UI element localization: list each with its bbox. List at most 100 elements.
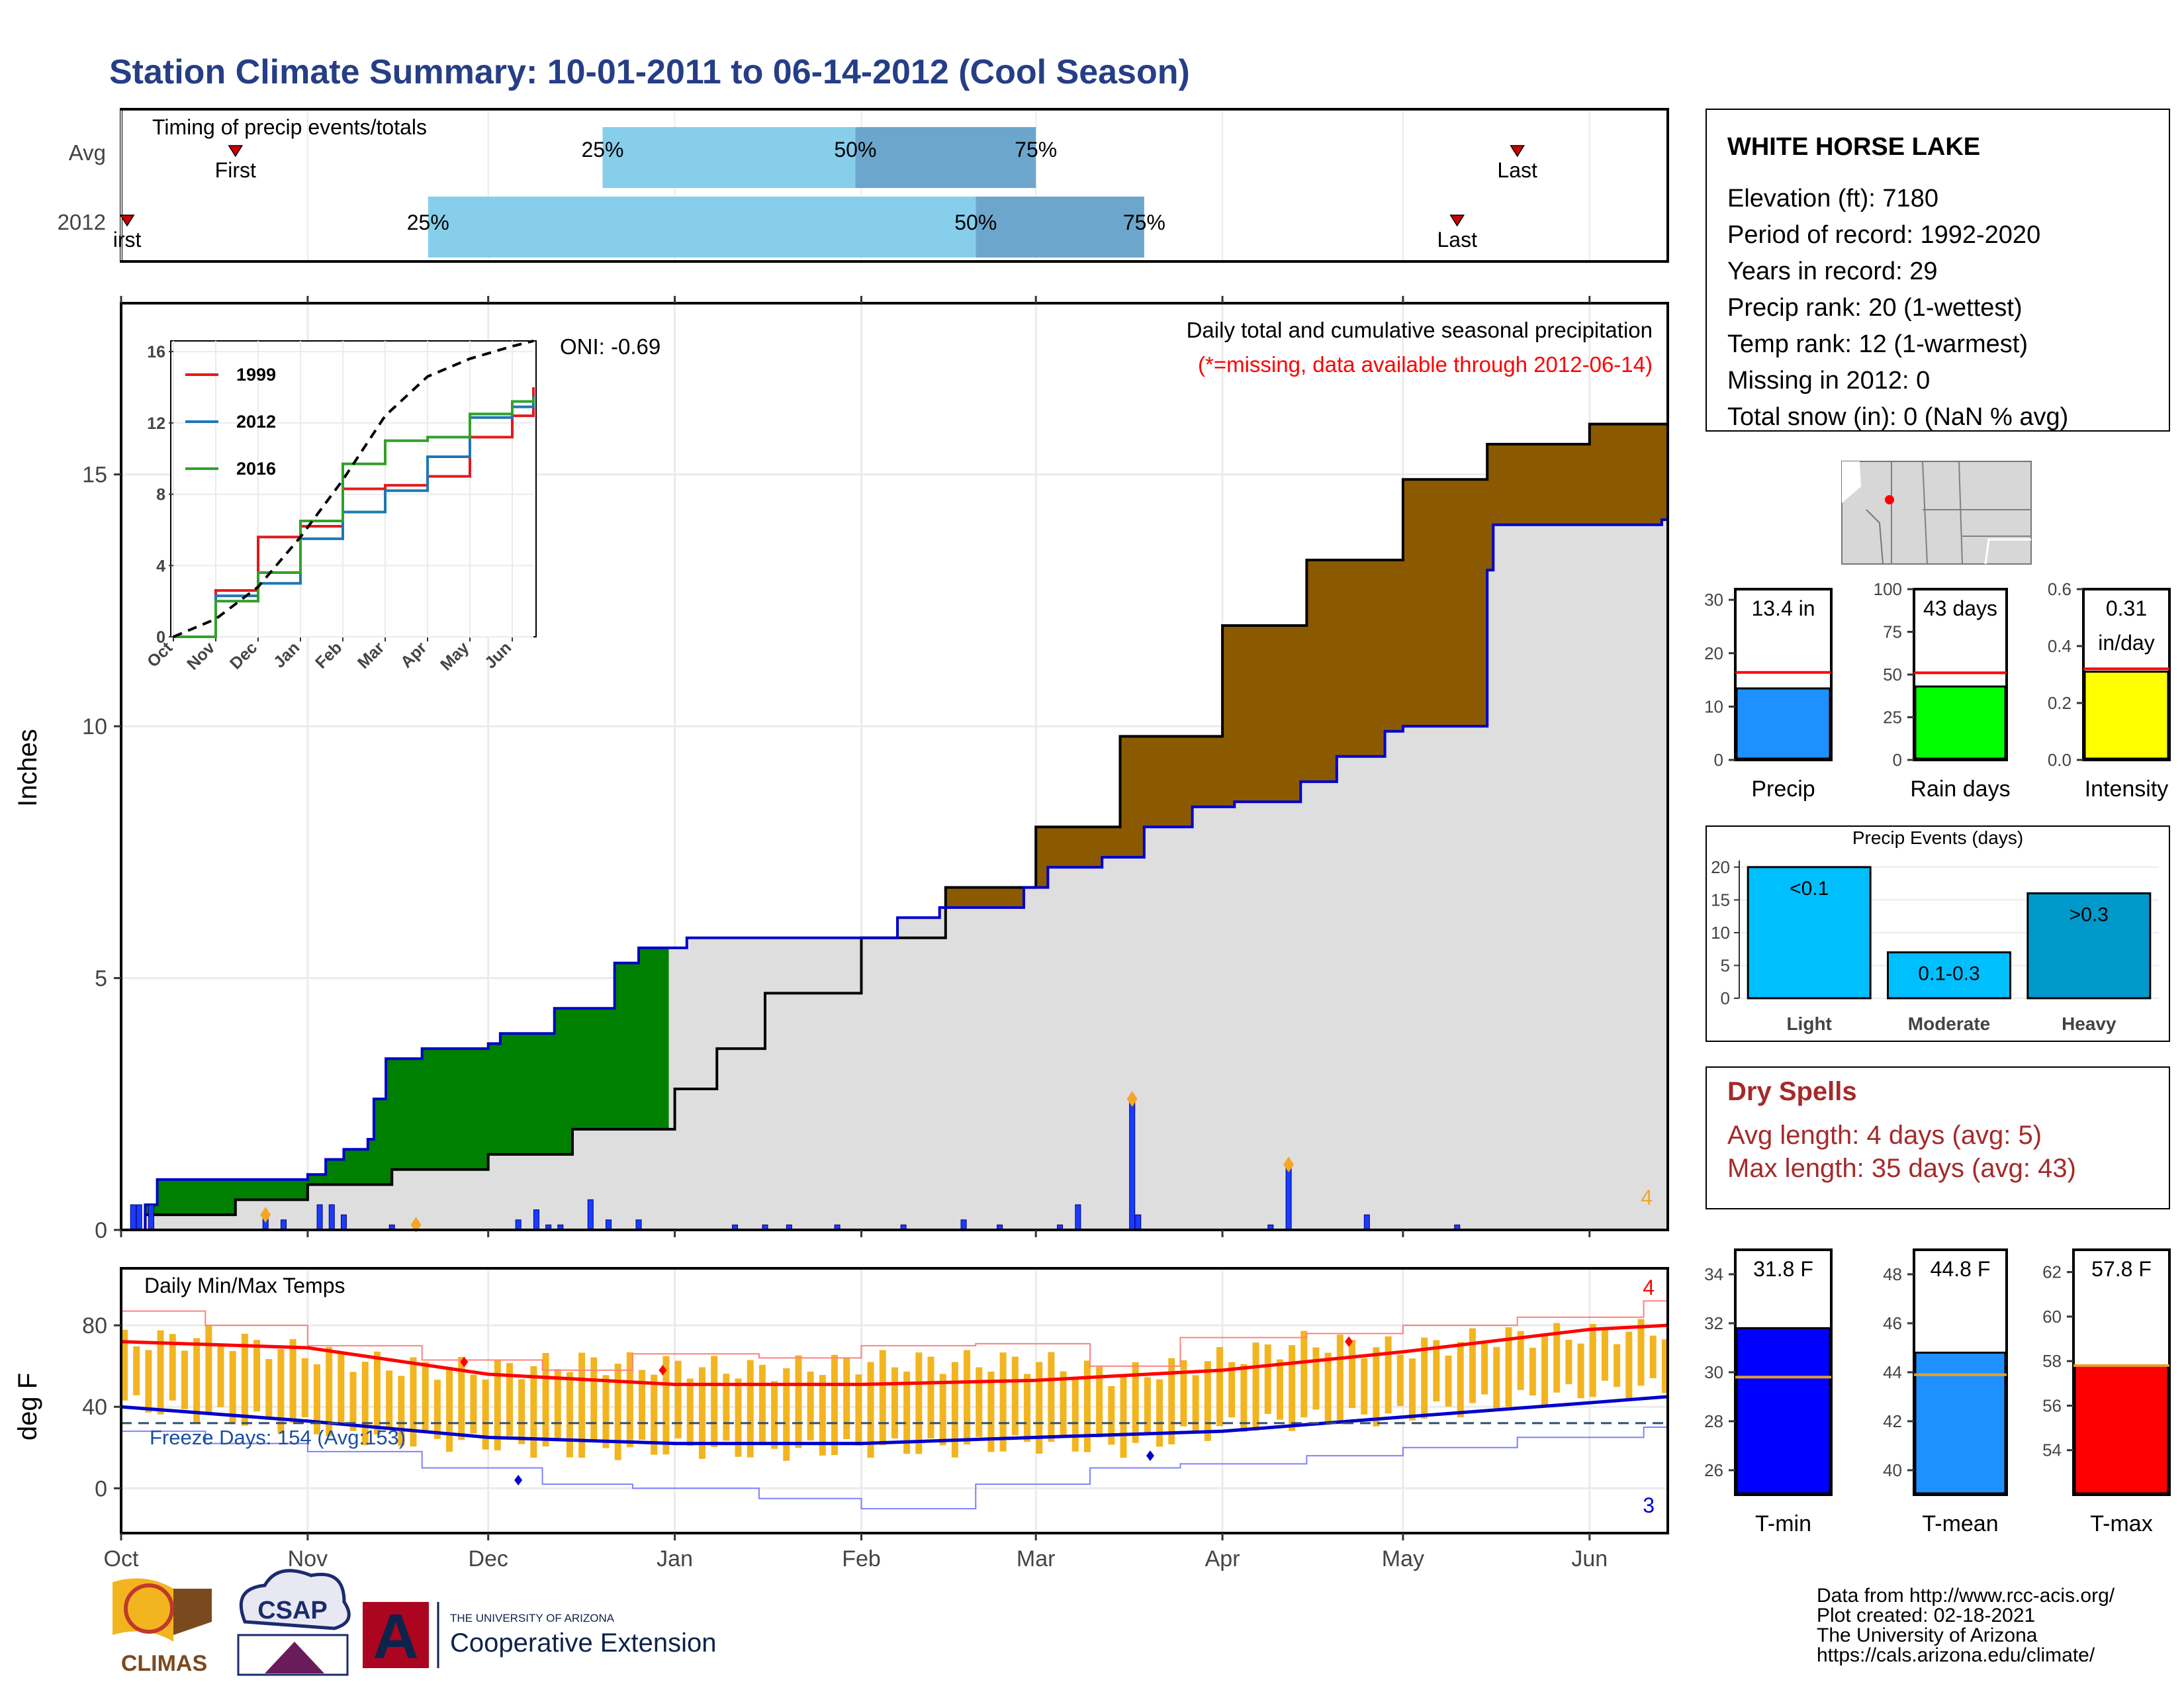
temp-bottom-count: 3: [1643, 1493, 1655, 1517]
summary-bar-y-tick-label: 0: [1893, 750, 1902, 770]
events-y-tick-label: 10: [1711, 923, 1730, 943]
daily-temp-bar: [1180, 1360, 1187, 1427]
timing-panel: Timing of precip events/totals Avg 2012 …: [58, 108, 1669, 263]
summary-bar-y-tick-label: 0: [1714, 750, 1723, 770]
precip-y-label: Inches: [13, 729, 42, 807]
footer-credit-line: https://cals.arizona.edu/climate/: [1817, 1644, 2095, 1666]
summary-bar-y-tick-label: 20: [1704, 643, 1723, 663]
daily-temp-bar: [783, 1368, 790, 1461]
summary-bar-value-label: 31.8 F: [1753, 1257, 1813, 1281]
temp-x-tick-label: Jan: [657, 1546, 693, 1571]
summary-bar-category-label: Rain days: [1910, 776, 2010, 802]
daily-temp-bar: [855, 1374, 862, 1446]
daily-temp-bar: [121, 1329, 128, 1401]
timing-bar-25-50-2012: [428, 197, 976, 258]
daily-precip-bar: [1363, 1214, 1370, 1231]
summary-bar-value-label: 13.4 in: [1751, 596, 1815, 620]
daily-temp-bar: [313, 1364, 320, 1434]
daily-temp-bar: [1228, 1362, 1236, 1418]
summary-bar-y-tick-label: 60: [2042, 1307, 2062, 1327]
daily-temp-bar: [1601, 1327, 1608, 1381]
daily-temp-bar: [747, 1360, 754, 1458]
events-y-tick-label: 5: [1721, 955, 1730, 975]
daily-precip-bar: [148, 1204, 154, 1231]
climas-logo: CLIMAS: [113, 1578, 212, 1676]
temp-y-tick-label: 40: [82, 1395, 107, 1420]
dry-spells-frame: [1706, 1066, 2170, 1209]
daily-temp-bar: [1661, 1339, 1668, 1393]
daily-temp-bar: [1614, 1344, 1621, 1387]
csap-mountain: [265, 1642, 324, 1673]
daily-temp-bar: [614, 1364, 621, 1460]
timing-label-p75-Avg: 75%: [1015, 138, 1057, 162]
events-category-label: Light: [1786, 1013, 1831, 1034]
daily-temp-bar: [867, 1362, 874, 1458]
inset-reference-line: [173, 340, 534, 638]
temp-panel-title: Daily Min/Max Temps: [144, 1274, 345, 1297]
cumulative-inset-chart: Oct Nov Dec Jan Feb Mar Apr May Jun0481216199920…: [144, 340, 537, 675]
daily-temp-bar: [1349, 1340, 1356, 1409]
daily-temp-bar: [1529, 1348, 1536, 1396]
climas-logo-shape: [173, 1589, 212, 1635]
events-category-label: Heavy: [2062, 1013, 2116, 1034]
daily-temp-bar: [373, 1351, 381, 1435]
daily-temp-bar: [1252, 1342, 1259, 1431]
daily-temp-bar: [1168, 1358, 1175, 1444]
daily-temp-bar: [1457, 1342, 1464, 1418]
daily-temp-bar: [181, 1350, 188, 1409]
precip-cumulative-line: [121, 393, 1669, 1231]
temp-record-marker: [1146, 1450, 1154, 1462]
summary-bar-T-min: [1735, 1327, 1831, 1495]
daily-temp-bar: [1024, 1374, 1031, 1442]
locator-map-frame: [1841, 461, 2032, 565]
daily-temp-bar: [1637, 1319, 1645, 1386]
daily-temp-bar: [987, 1372, 995, 1452]
daily-temp-bar: [1445, 1355, 1452, 1407]
daily-temp-bar: [398, 1376, 405, 1446]
daily-temp-bar: [1396, 1354, 1404, 1407]
daily-temp-bar: [566, 1372, 573, 1458]
record-min-line: [121, 1423, 1668, 1510]
temp-record-marker: [460, 1356, 469, 1368]
daily-temp-bar: [879, 1350, 886, 1446]
precip-y-tick-label: 15: [82, 463, 107, 488]
temp-record-marker: [1345, 1336, 1353, 1347]
avg-min-temp-line: [120, 1395, 1668, 1446]
timing-label-p25-2012: 25%: [407, 211, 449, 234]
inset-y-tick-label: 8: [156, 486, 165, 504]
daily-temp-bar: [686, 1378, 694, 1446]
missing-data-note: (*=missing, data available through 2012-…: [1198, 352, 1653, 377]
daily-temp-bar: [1276, 1359, 1283, 1420]
daily-temp-bar: [1541, 1335, 1549, 1407]
daily-temp-bar: [662, 1356, 670, 1455]
daily-temp-bar: [1324, 1352, 1332, 1425]
map-gulf: [1984, 538, 2031, 565]
daily-temp-bar: [361, 1362, 369, 1446]
daily-precip-bar: [606, 1219, 612, 1231]
summary-bar-category-label: T-min: [1755, 1511, 1811, 1536]
daily-temp-bar: [542, 1352, 549, 1447]
temp-x-tick-label: Dec: [468, 1546, 508, 1571]
page-title: Station Climate Summary: 10-01-2011 to 0…: [109, 53, 1190, 91]
daily-precip-bar: [587, 1199, 594, 1231]
precip-y-tick-label: 10: [82, 714, 107, 739]
daily-precip-bar: [316, 1204, 323, 1231]
daily-temp-bar: [470, 1374, 477, 1434]
summary-bar-Precip: [1735, 687, 1831, 760]
summary-bar-Rain days: [1914, 685, 2007, 760]
temp-record-marker: [514, 1475, 523, 1485]
daily-temp-bar: [1083, 1360, 1091, 1452]
temp-x-tick-label: Oct: [104, 1546, 139, 1571]
daily-precip-bar: [635, 1219, 642, 1231]
dry-spells-avg: Avg length: 4 days (avg: 5): [1727, 1121, 2042, 1150]
daily-temp-bar: [1373, 1347, 1380, 1427]
daily-temp-bar: [229, 1350, 236, 1425]
daily-temp-bar: [698, 1367, 705, 1459]
daily-temp-bar: [1132, 1362, 1139, 1443]
events-bar-Light: [1747, 866, 1872, 1000]
map-outside-area: [1842, 461, 1861, 503]
events-bar-Heavy: [2026, 892, 2152, 1000]
events-bar-label: 0.1-0.3: [1918, 963, 1979, 985]
station-info-line: Period of record: 1992-2020: [1727, 221, 2040, 249]
events-y-tick-label: 20: [1711, 857, 1730, 877]
